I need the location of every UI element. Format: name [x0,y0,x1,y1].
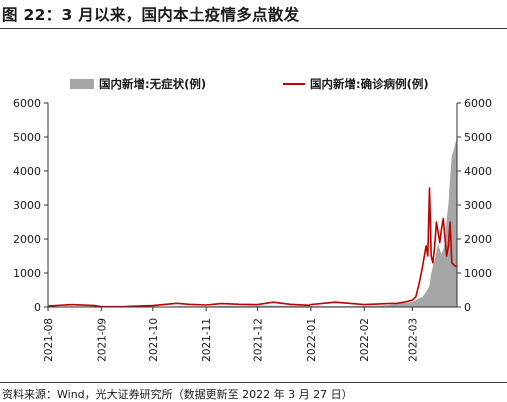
legend-label-confirmed: 国内新增:确诊病例(例) [310,77,429,91]
y-left-tick-label: 4000 [13,165,41,178]
x-tick-label: 2021-10 [148,318,160,362]
x-tick-label: 2022-01 [306,318,318,362]
series-asymptomatic-area [48,137,457,307]
y-right-tick-label: 5000 [464,131,492,144]
legend-label-asymptomatic: 国内新增:无症状(例) [99,77,206,91]
y-right-tick-label: 0 [464,301,471,314]
x-tick-label: 2021-09 [96,318,108,362]
x-tick-label: 2021-12 [253,318,265,362]
title-divider [0,28,507,29]
y-left-tick-label: 3000 [13,199,41,212]
y-right-tick-label: 4000 [464,165,492,178]
x-tick-label: 2022-02 [359,318,371,362]
y-right-tick-label: 6000 [464,97,492,110]
series-confirmed-line [47,187,457,308]
y-left-tick-label: 0 [34,301,41,314]
figure-title: 图 22：3 月以来，国内本土疫情多点散发 [2,6,300,24]
case-chart: 0 1000 2000 3000 4000 5000 6000 0 1000 2000 3000 40… [13,77,492,362]
source-divider [0,382,507,383]
x-tick-label: 2021-08 [43,318,55,362]
x-tick-label: 2022-03 [407,318,419,362]
y-left-tick-label: 2000 [13,233,41,246]
x-tick-label: 2021-11 [201,318,213,362]
source-note: 资料来源：Wind，光大证券研究所（数据更新至 2022 年 3 月 27 日） [2,388,353,401]
y-right-tick-label: 3000 [464,199,492,212]
legend-swatch-asymptomatic [70,79,94,89]
y-left-tick-label: 5000 [13,131,41,144]
y-left-tick-label: 6000 [13,97,41,110]
y-right-tick-label: 2000 [464,233,492,246]
y-left-tick-label: 1000 [13,267,41,280]
y-right-tick-label: 1000 [464,267,492,280]
